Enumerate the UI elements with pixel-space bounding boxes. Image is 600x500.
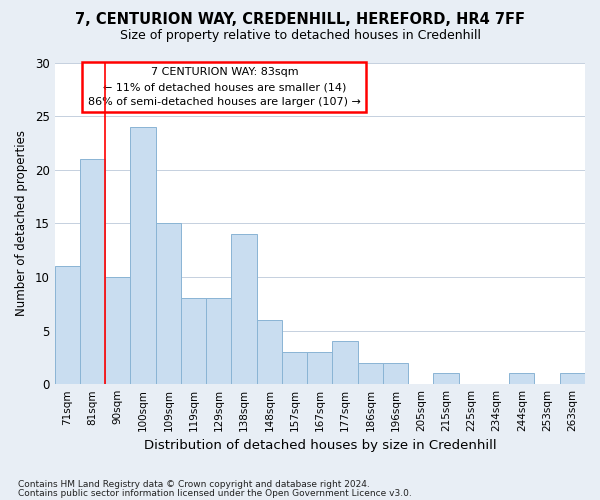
Bar: [307, 352, 332, 384]
X-axis label: Distribution of detached houses by size in Credenhill: Distribution of detached houses by size …: [143, 440, 496, 452]
Bar: [155, 224, 181, 384]
Bar: [383, 362, 408, 384]
Y-axis label: Number of detached properties: Number of detached properties: [15, 130, 28, 316]
Bar: [55, 266, 80, 384]
Bar: [257, 320, 282, 384]
Bar: [433, 374, 459, 384]
Bar: [105, 277, 130, 384]
Text: 7, CENTURION WAY, CREDENHILL, HEREFORD, HR4 7FF: 7, CENTURION WAY, CREDENHILL, HEREFORD, …: [75, 12, 525, 28]
Bar: [206, 298, 232, 384]
Bar: [232, 234, 257, 384]
Bar: [130, 127, 155, 384]
Bar: [509, 374, 535, 384]
Text: Size of property relative to detached houses in Credenhill: Size of property relative to detached ho…: [119, 29, 481, 42]
Bar: [282, 352, 307, 384]
Text: Contains HM Land Registry data © Crown copyright and database right 2024.: Contains HM Land Registry data © Crown c…: [18, 480, 370, 489]
Bar: [181, 298, 206, 384]
Text: Contains public sector information licensed under the Open Government Licence v3: Contains public sector information licen…: [18, 489, 412, 498]
Bar: [80, 159, 105, 384]
Text: 7 CENTURION WAY: 83sqm
← 11% of detached houses are smaller (14)
86% of semi-det: 7 CENTURION WAY: 83sqm ← 11% of detached…: [88, 68, 361, 107]
Bar: [358, 362, 383, 384]
Bar: [332, 342, 358, 384]
Bar: [560, 374, 585, 384]
